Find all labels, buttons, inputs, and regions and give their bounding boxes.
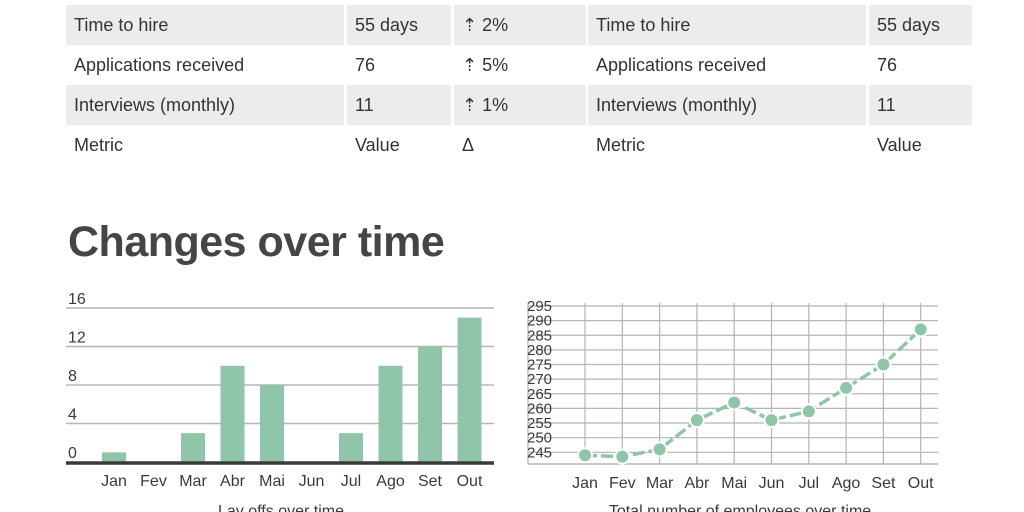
bar-x-tick-label: Out: [457, 473, 483, 490]
table-header-row: Metric Value Δ: [66, 125, 586, 165]
table-row: Interviews (monthly) 11 ⇡ 1%: [66, 85, 586, 125]
value-header: Value: [866, 125, 972, 165]
bar: [457, 317, 482, 462]
bar-x-tick-label: Mai: [259, 473, 285, 490]
line-y-tick-label: 260: [527, 400, 552, 417]
value-cell: 76: [866, 45, 972, 85]
delta-cell: ⇡ 5%: [451, 45, 586, 85]
line-x-tick-label: Mai: [721, 475, 747, 492]
line-x-tick-label: Mar: [646, 475, 674, 492]
line-point: [651, 441, 668, 458]
table-row: Time to hire 55 days ⇡ 2%: [66, 5, 586, 45]
bar-x-tick-label: Jun: [299, 473, 325, 490]
line-x-tick-label: Out: [908, 475, 934, 492]
bar-x-axis-label: Lay offs over time: [218, 503, 344, 512]
line-y-tick-label: 245: [527, 444, 552, 461]
line-point: [726, 394, 743, 411]
value-cell: 76: [344, 45, 451, 85]
metric-header: Metric: [74, 134, 123, 155]
line-y-tick-label: 270: [527, 371, 552, 388]
bar-x-tick-label: Set: [418, 473, 443, 490]
line-point: [800, 403, 817, 420]
metric-cell: Applications received: [74, 54, 245, 75]
metric-cell: Interviews (monthly): [588, 85, 866, 125]
value-cell: 11: [866, 85, 972, 125]
metric-cell: Time to hire: [66, 5, 344, 45]
line-x-tick-label: Jul: [799, 475, 819, 492]
table-row: Applications received 76 ⇡ 5%: [66, 45, 586, 85]
bar-x-tick-label: Abr: [220, 473, 246, 490]
line-x-tick-label: Jan: [572, 475, 598, 492]
table-row: Time to hire 55 days: [588, 5, 972, 45]
bar: [260, 385, 284, 462]
line-point: [688, 412, 705, 429]
table-header-row: Metric Value: [588, 125, 972, 165]
delta-cell: ⇡ 2%: [451, 5, 586, 45]
line-point: [875, 356, 892, 373]
line-point: [912, 321, 929, 338]
bar-x-tick-label: Jan: [101, 473, 127, 490]
line-y-tick-label: 250: [527, 430, 552, 447]
line-x-tick-label: Set: [871, 475, 896, 492]
line-series: [584, 328, 922, 459]
value-cell: 11: [344, 85, 451, 125]
metric-cell: Interviews (monthly): [66, 85, 344, 125]
bar-y-tick-label: 4: [68, 407, 77, 424]
line-x-tick-label: Ago: [832, 475, 861, 492]
line-point: [838, 379, 855, 396]
line-x-tick-label: Jun: [759, 475, 785, 492]
line-y-tick-label: 275: [527, 357, 552, 374]
bar: [339, 433, 363, 462]
table-row: Interviews (monthly) 11: [588, 85, 972, 125]
bar: [102, 452, 126, 462]
line-point: [614, 448, 631, 465]
metrics-table-right: Time to hire 55 days Applications receiv…: [588, 5, 972, 165]
line-y-tick-label: 265: [527, 386, 552, 403]
line-y-tick-label: 285: [527, 327, 552, 344]
value-cell: 55 days: [344, 5, 451, 45]
metric-cell: Applications received: [596, 54, 767, 75]
line-y-tick-label: 255: [527, 415, 552, 432]
bar-y-tick-label: 8: [68, 368, 77, 385]
delta-cell: ⇡ 1%: [451, 85, 586, 125]
value-cell: 55 days: [866, 5, 972, 45]
bar-y-tick-label: 0: [68, 445, 77, 462]
line-y-tick-label: 290: [527, 313, 552, 330]
bar: [378, 365, 403, 462]
table-row: Applications received 76: [588, 45, 972, 85]
bar: [220, 365, 245, 462]
metric-cell: Time to hire: [588, 5, 866, 45]
bar-y-tick-label: 16: [68, 291, 86, 308]
bar-x-tick-label: Mar: [179, 473, 207, 490]
bar: [181, 433, 205, 462]
bar-x-tick-label: Ago: [376, 473, 405, 490]
metrics-table-left: Time to hire 55 days ⇡ 2% Applications r…: [66, 5, 586, 165]
line-point: [763, 412, 780, 429]
line-x-tick-label: Abr: [684, 475, 710, 492]
line-y-tick-label: 295: [527, 298, 552, 315]
section-title: Changes over time: [68, 218, 445, 266]
delta-header: Δ: [451, 125, 586, 165]
metric-header: Metric: [596, 134, 645, 155]
line-y-tick-label: 280: [527, 342, 552, 359]
line-x-axis-label: Total number of employees over time: [609, 503, 871, 512]
bar: [418, 346, 442, 462]
bar-y-tick-label: 12: [68, 330, 86, 347]
bar-x-tick-label: Fev: [140, 473, 167, 490]
line-point: [577, 447, 593, 464]
bar-x-tick-label: Jul: [341, 473, 361, 490]
line-x-tick-label: Fev: [609, 475, 636, 492]
value-header: Value: [344, 125, 451, 165]
